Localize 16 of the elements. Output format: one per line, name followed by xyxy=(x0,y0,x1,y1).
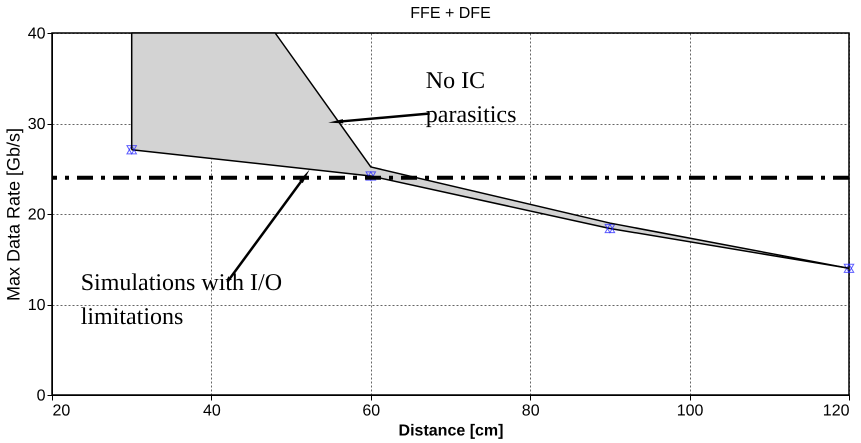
chart-title: FFE + DFE xyxy=(410,5,491,22)
annotation: Simulations with I/O limitations xyxy=(80,270,282,330)
x-tick-label: 120 xyxy=(822,402,850,420)
x-tick-label: 40 xyxy=(203,402,221,420)
x-tick-label: 60 xyxy=(362,402,380,420)
y-tick-label: 30 xyxy=(28,116,46,133)
y-tick-label: 40 xyxy=(28,26,46,42)
x-tick-label: 20 xyxy=(52,402,70,420)
y-axis-title: Max Data Rate [Gb/s] xyxy=(4,128,24,302)
annotation: No IC parasitics xyxy=(426,68,516,128)
y-tick-label: 20 xyxy=(28,206,46,224)
x-axis-title: Distance [cm] xyxy=(398,422,504,440)
x-tick-label: 80 xyxy=(522,402,540,420)
x-tick-label: 100 xyxy=(676,402,704,420)
y-tick-label: 0 xyxy=(36,388,46,404)
y-tick-label: 10 xyxy=(28,297,46,314)
